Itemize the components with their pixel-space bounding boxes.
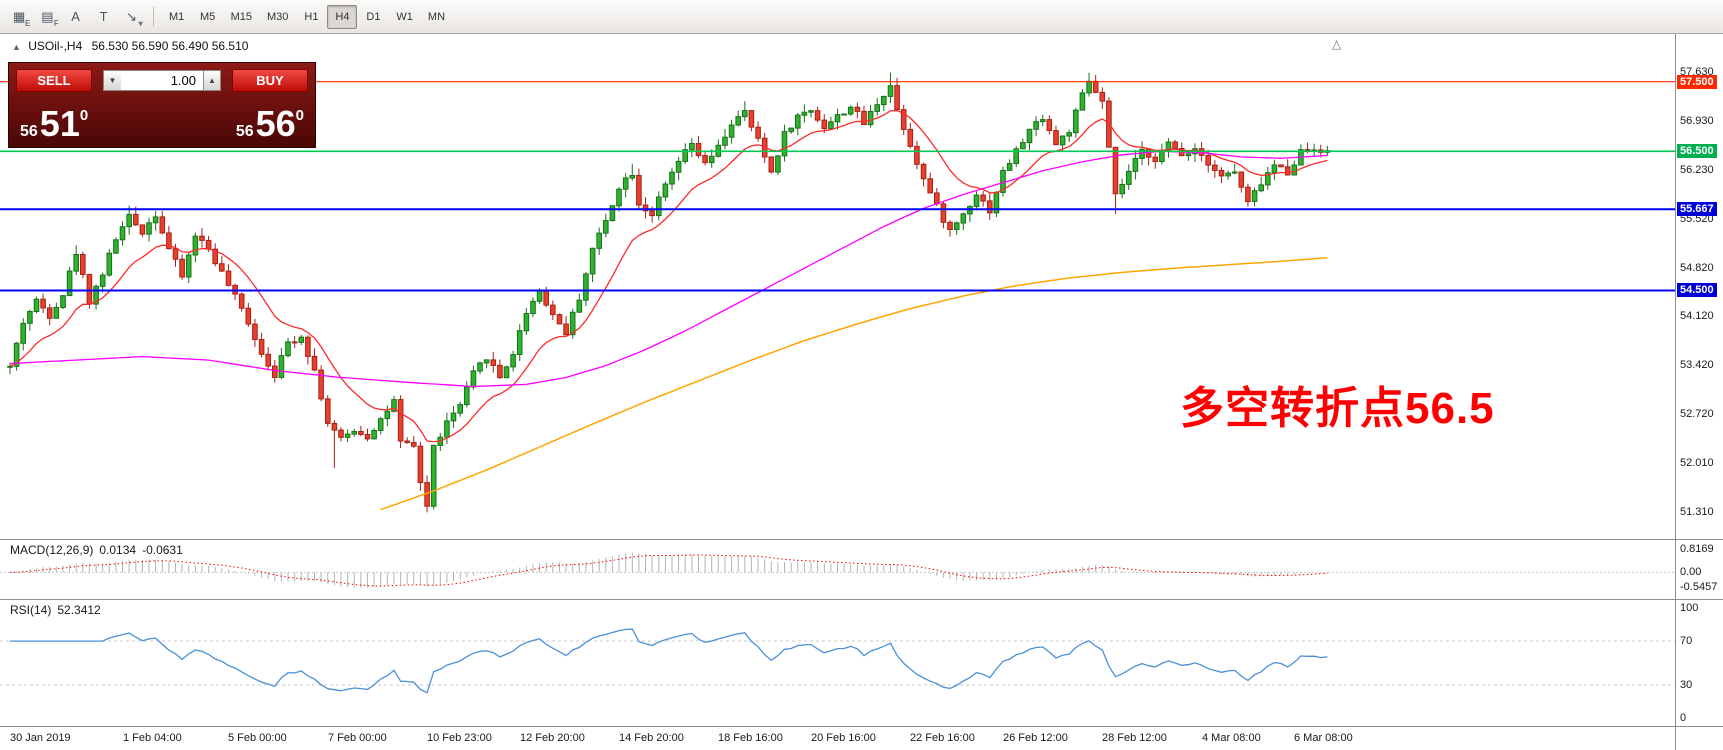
scroll-to-end-icon[interactable]: △ bbox=[1332, 37, 1342, 51]
rsi-axis-label: 30 bbox=[1680, 679, 1693, 691]
time-axis-label: 5 Feb 00:00 bbox=[228, 732, 287, 744]
price-axis-label: 53.420 bbox=[1680, 359, 1714, 371]
axis-separator bbox=[1675, 34, 1676, 750]
price-level-tag: 56.500 bbox=[1677, 144, 1717, 158]
price-axis-label: 55.520 bbox=[1680, 213, 1714, 225]
bid-point: 0 bbox=[79, 107, 89, 124]
time-axis-label: 4 Mar 08:00 bbox=[1202, 732, 1261, 744]
time-axis-label: 30 Jan 2019 bbox=[10, 732, 71, 744]
price-axis-label: 56.930 bbox=[1680, 115, 1714, 127]
macd-axis-label: 0.8169 bbox=[1680, 543, 1714, 555]
macd-axis-label: -0.5457 bbox=[1680, 581, 1718, 593]
macd-title: MACD(12,26,9) 0.0134 -0.0631 bbox=[10, 543, 189, 557]
timeframe-h4[interactable]: H4 bbox=[327, 4, 358, 29]
ohlc-values: 56.530 56.590 56.490 56.510 bbox=[91, 39, 249, 53]
main-chart-panel: ▲ USOil-,H4 56.530 56.590 56.490 56.510 … bbox=[0, 34, 1723, 539]
bid-pips: 51 bbox=[39, 103, 80, 144]
price-level-tag: 57.500 bbox=[1677, 75, 1717, 89]
timeframe-m5[interactable]: M5 bbox=[199, 10, 216, 23]
timeframe-m15[interactable]: M15 bbox=[230, 10, 252, 23]
ask-price[interactable]: 56 56 0 bbox=[236, 106, 304, 142]
text-label-icon[interactable]: A bbox=[71, 9, 80, 24]
template-grid-icon[interactable]: ▤ F bbox=[41, 9, 59, 28]
lot-size-control: ▼ ▲ bbox=[103, 70, 221, 91]
time-axis-label: 26 Feb 12:00 bbox=[1003, 732, 1068, 744]
time-axis-label: 20 Feb 16:00 bbox=[811, 732, 876, 744]
rsi-value: 52.3412 bbox=[57, 603, 101, 617]
time-axis-label: 14 Feb 20:00 bbox=[619, 732, 684, 744]
time-axis-label: 7 Feb 00:00 bbox=[328, 732, 387, 744]
macd-plot[interactable] bbox=[0, 540, 1675, 600]
bid-integer: 56 bbox=[20, 123, 38, 140]
macd-name: MACD(12,26,9) bbox=[10, 543, 94, 557]
toolbar-icon-group: ▦ E ▤ F A T ↘ ▾ bbox=[6, 5, 145, 29]
price-level-tag: 55.667 bbox=[1677, 202, 1717, 216]
indicator-list-icon[interactable]: ▦ E bbox=[13, 9, 31, 28]
timeframe-d1[interactable]: D1 bbox=[366, 10, 381, 23]
ask-integer: 56 bbox=[235, 123, 254, 140]
time-axis-label: 18 Feb 16:00 bbox=[718, 732, 783, 744]
timeframe-group: M1 M5 M15 M30 H1 H4 D1 W1 MN bbox=[162, 4, 452, 29]
time-axis-label: 6 Mar 08:00 bbox=[1294, 732, 1353, 744]
macd-axis-label: 0.00 bbox=[1680, 566, 1702, 578]
price-level-tag: 54.500 bbox=[1677, 283, 1717, 297]
time-axis-label: 10 Feb 23:00 bbox=[427, 732, 492, 744]
price-axis-label: 52.010 bbox=[1680, 457, 1714, 469]
time-axis[interactable]: 30 Jan 2019 1 Feb 04:00 5 Feb 00:00 7 Feb 0… bbox=[0, 726, 1723, 750]
toolbar: ▦ E ▤ F A T ↘ ▾ M1 M5 M15 M30 H1 H4 D1 W1 MN bbox=[0, 0, 1723, 34]
price-axis-label: 52.720 bbox=[1680, 408, 1714, 420]
sell-button[interactable]: SELL bbox=[16, 69, 92, 92]
buy-button[interactable]: BUY bbox=[232, 69, 308, 92]
lot-dropdown-button[interactable]: ▼ bbox=[103, 70, 121, 91]
rsi-axis-label: 70 bbox=[1680, 635, 1693, 647]
annotation-text: 多空转折点56.5 bbox=[1180, 384, 1495, 433]
macd-panel: MACD(12,26,9) 0.0134 -0.0631 0.8169 0.00 -0.… bbox=[0, 539, 1723, 599]
rsi-axis-label: 0 bbox=[1680, 712, 1687, 724]
time-axis-label: 12 Feb 20:00 bbox=[520, 732, 585, 744]
macd-main-value: 0.0134 bbox=[99, 543, 137, 557]
price-axis-label: 51.310 bbox=[1680, 506, 1714, 518]
chart-title: ▲ USOil-,H4 56.530 56.590 56.490 56.510 bbox=[12, 39, 248, 53]
price-axis-label: 56.230 bbox=[1680, 164, 1714, 176]
candlestick-chart[interactable] bbox=[0, 34, 1675, 539]
time-axis-label: 28 Feb 12:00 bbox=[1102, 732, 1167, 744]
collapse-icon[interactable]: ▲ bbox=[12, 42, 21, 52]
time-axis-label: 22 Feb 16:00 bbox=[910, 732, 975, 744]
timeframe-w1[interactable]: W1 bbox=[396, 10, 413, 23]
price-axis: 57.630 56.930 56.230 55.520 54.820 54.120 53.4… bbox=[1676, 34, 1723, 539]
rsi-name: RSI(14) bbox=[10, 603, 52, 617]
text-box-icon[interactable]: T bbox=[99, 9, 108, 24]
rsi-axis-label: 100 bbox=[1680, 602, 1699, 614]
lot-size-input[interactable] bbox=[121, 70, 203, 91]
timeframe-m1[interactable]: M1 bbox=[168, 10, 185, 23]
price-axis-label: 54.820 bbox=[1680, 262, 1714, 274]
macd-signal-value: -0.0631 bbox=[142, 543, 183, 557]
rsi-plot[interactable] bbox=[0, 600, 1675, 727]
ask-pips: 56 bbox=[255, 103, 296, 144]
symbol-period-label: USOil-,H4 bbox=[28, 39, 83, 53]
price-axis-label: 54.120 bbox=[1680, 310, 1714, 322]
rsi-title: RSI(14) 52.3412 bbox=[10, 603, 107, 617]
ask-point: 0 bbox=[295, 107, 304, 124]
draw-tools-icon[interactable]: ↘ ▾ bbox=[126, 9, 143, 28]
toolbar-separator bbox=[152, 6, 154, 27]
timeframe-h1[interactable]: H1 bbox=[304, 10, 319, 23]
lot-increase-button[interactable]: ▲ bbox=[203, 70, 221, 91]
rsi-panel: RSI(14) 52.3412 100 70 30 0 bbox=[0, 599, 1723, 726]
timeframe-mn[interactable]: MN bbox=[427, 10, 446, 23]
timeframe-m30[interactable]: M30 bbox=[267, 10, 289, 23]
macd-axis: 0.8169 0.00 -0.5457 bbox=[1676, 540, 1723, 599]
bid-price[interactable]: 56 51 0 bbox=[20, 106, 88, 142]
rsi-axis: 100 70 30 0 bbox=[1676, 600, 1723, 726]
time-axis-label: 1 Feb 04:00 bbox=[123, 732, 182, 744]
